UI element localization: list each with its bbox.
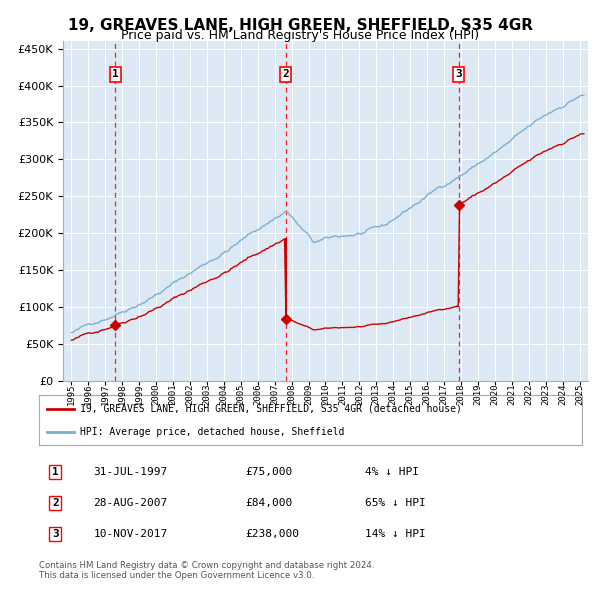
Text: 2012: 2012 [355, 384, 364, 405]
Text: 2011: 2011 [338, 384, 347, 405]
Text: 2018: 2018 [457, 384, 466, 405]
Text: 2: 2 [52, 498, 59, 508]
Text: 3: 3 [455, 70, 462, 80]
Text: 2021: 2021 [507, 384, 516, 405]
Text: 2014: 2014 [389, 384, 398, 405]
Text: 2019: 2019 [473, 384, 482, 405]
Text: 2003: 2003 [202, 384, 211, 405]
Text: 1: 1 [52, 467, 59, 477]
Text: 31-JUL-1997: 31-JUL-1997 [94, 467, 167, 477]
Text: 2001: 2001 [169, 384, 178, 405]
Text: 2009: 2009 [304, 384, 313, 405]
Text: 19, GREAVES LANE, HIGH GREEN, SHEFFIELD, S35 4GR (detached house): 19, GREAVES LANE, HIGH GREEN, SHEFFIELD,… [80, 404, 461, 414]
Text: Contains HM Land Registry data © Crown copyright and database right 2024.
This d: Contains HM Land Registry data © Crown c… [39, 560, 374, 580]
Text: 2016: 2016 [422, 384, 431, 405]
Text: 4% ↓ HPI: 4% ↓ HPI [365, 467, 419, 477]
Text: £75,000: £75,000 [245, 467, 293, 477]
Text: 2000: 2000 [152, 384, 161, 405]
Text: 2004: 2004 [220, 384, 229, 405]
Text: 2006: 2006 [253, 384, 262, 405]
Text: £238,000: £238,000 [245, 529, 299, 539]
Text: 2022: 2022 [524, 384, 533, 405]
Text: 1999: 1999 [135, 384, 144, 405]
Text: 1997: 1997 [101, 384, 110, 405]
Text: 2024: 2024 [558, 384, 567, 405]
Text: Price paid vs. HM Land Registry's House Price Index (HPI): Price paid vs. HM Land Registry's House … [121, 30, 479, 42]
Text: 28-AUG-2007: 28-AUG-2007 [94, 498, 167, 508]
Text: 10-NOV-2017: 10-NOV-2017 [94, 529, 167, 539]
Text: 65% ↓ HPI: 65% ↓ HPI [365, 498, 425, 508]
Text: 2023: 2023 [541, 384, 550, 405]
Text: 2002: 2002 [185, 384, 194, 405]
Text: 1998: 1998 [118, 384, 127, 405]
Text: 2010: 2010 [321, 384, 330, 405]
Text: 19, GREAVES LANE, HIGH GREEN, SHEFFIELD, S35 4GR: 19, GREAVES LANE, HIGH GREEN, SHEFFIELD,… [67, 18, 533, 32]
Text: 2008: 2008 [287, 384, 296, 405]
Text: HPI: Average price, detached house, Sheffield: HPI: Average price, detached house, Shef… [80, 427, 344, 437]
Text: 3: 3 [52, 529, 59, 539]
Text: 2025: 2025 [575, 384, 584, 405]
Text: 2017: 2017 [440, 384, 449, 405]
Text: 2015: 2015 [406, 384, 415, 405]
Text: 1995: 1995 [67, 384, 76, 405]
Text: £84,000: £84,000 [245, 498, 293, 508]
Text: 1: 1 [112, 70, 119, 80]
Text: 14% ↓ HPI: 14% ↓ HPI [365, 529, 425, 539]
Text: 2013: 2013 [372, 384, 381, 405]
Text: 2: 2 [283, 70, 289, 80]
Text: 2005: 2005 [236, 384, 245, 405]
Text: 2007: 2007 [270, 384, 279, 405]
Text: 2020: 2020 [490, 384, 499, 405]
Text: 1996: 1996 [84, 384, 93, 405]
